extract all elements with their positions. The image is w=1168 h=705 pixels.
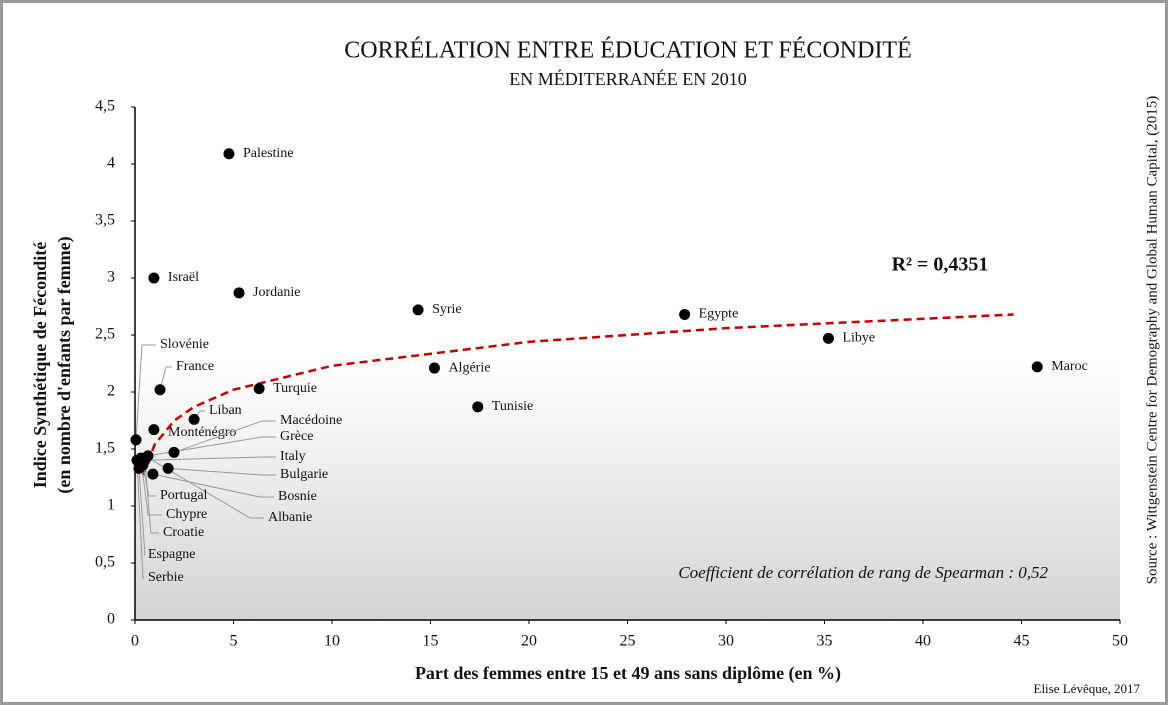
point: [130, 434, 142, 446]
y-tick-label: 2: [107, 383, 115, 400]
point-label: Espagne: [148, 547, 195, 562]
point-label: Israël: [168, 270, 199, 285]
point-label: Slovénie: [160, 337, 209, 352]
point: [148, 424, 160, 436]
r2-annotation: R² = 0,4351: [892, 254, 989, 276]
point: [1031, 361, 1043, 373]
x-tick-label: 30: [718, 633, 734, 650]
point: [428, 362, 440, 374]
point-label: Monténégro: [168, 425, 236, 440]
leader-line: [136, 460, 144, 579]
point-label: Egypte: [699, 307, 739, 322]
y-tick-label: 1,5: [95, 440, 115, 457]
leader-line: [146, 456, 264, 519]
point-label: Palestine: [243, 146, 294, 161]
plot-area: [135, 107, 1120, 620]
x-tick-label: 40: [915, 633, 931, 650]
leader-line: [140, 458, 162, 516]
y-tick-label: 2,5: [95, 326, 115, 343]
point-label: Algérie: [448, 360, 490, 375]
point-label: Croatie: [163, 525, 204, 540]
x-axis-label: Part des femmes entre 15 et 49 ans sans …: [415, 663, 841, 684]
point: [154, 384, 166, 396]
y-tick-label: 3: [107, 269, 115, 286]
y-tick-label: 1: [107, 497, 115, 514]
point: [147, 468, 159, 480]
point: [233, 287, 245, 299]
point-label: Albanie: [268, 510, 312, 525]
point-label: Tunisie: [492, 399, 534, 414]
point-label: Portugal: [160, 488, 208, 503]
x-tick-label: 10: [324, 633, 340, 650]
x-tick-label: 0: [131, 633, 139, 650]
point: [253, 383, 265, 395]
point: [139, 454, 151, 466]
y-tick-label: 3,5: [95, 212, 115, 229]
point-label: Syrie: [432, 302, 462, 317]
point-label: France: [176, 359, 214, 374]
point-label: Chypre: [166, 507, 207, 522]
y-tick-label: 4: [107, 155, 115, 172]
point-label: Bulgarie: [280, 467, 328, 482]
x-tick-label: 20: [521, 633, 537, 650]
y-axis-label: Indice Synthétique de Fécondité: [30, 242, 50, 489]
leader-line: [135, 344, 156, 440]
point-label: Macédoine: [280, 413, 342, 428]
point-label: Maroc: [1051, 359, 1088, 374]
point: [679, 308, 691, 320]
leader-line: [142, 464, 156, 497]
y-tick-label: 4,5: [95, 98, 115, 115]
x-tick-label: 50: [1112, 633, 1128, 650]
leader-line: [168, 467, 276, 476]
leader-line: [144, 460, 159, 534]
point-label: Liban: [209, 403, 242, 418]
leader-line: [173, 420, 276, 453]
point-label: Italy: [280, 449, 306, 464]
point-label: Turquie: [273, 381, 317, 396]
point-label: Grèce: [280, 429, 313, 444]
source: Source : Wittgenstein Centre for Demogra…: [1144, 96, 1160, 585]
point: [472, 401, 484, 413]
leader-line: [138, 468, 146, 556]
point: [412, 304, 424, 316]
y-tick-label: 0: [107, 611, 115, 628]
point-label: Serbie: [148, 570, 184, 585]
y-tick-label: 0,5: [95, 554, 115, 571]
point: [162, 462, 174, 474]
trend-line: [141, 313, 1014, 476]
x-tick-label: 5: [230, 633, 238, 650]
point: [822, 332, 834, 344]
x-tick-label: 35: [817, 633, 833, 650]
point: [131, 454, 143, 466]
credit: Elise Lévêque, 2017: [1034, 681, 1141, 696]
chart-subtitle: EN MÉDITERRANÉE EN 2010: [509, 68, 746, 89]
leader-line: [159, 366, 172, 390]
leader-line: [139, 456, 276, 461]
leader-line: [147, 436, 276, 457]
x-tick-label: 15: [423, 633, 439, 650]
point-label: Bosnie: [278, 489, 317, 504]
chart-title: CORRÉLATION ENTRE ÉDUCATION ET FÉCONDITÉ: [344, 38, 912, 64]
x-tick-label: 25: [620, 633, 636, 650]
point: [188, 413, 200, 425]
point: [223, 148, 235, 160]
point: [168, 446, 180, 458]
y-axis-label: (en nombre d'enfants par femme): [54, 236, 75, 493]
point: [148, 272, 160, 284]
spearman-annotation: Coefficient de corrélation de rang de Sp…: [678, 563, 1048, 582]
point-label: Libye: [842, 331, 875, 346]
point-label: Jordanie: [253, 285, 300, 300]
x-tick-label: 45: [1014, 633, 1030, 650]
